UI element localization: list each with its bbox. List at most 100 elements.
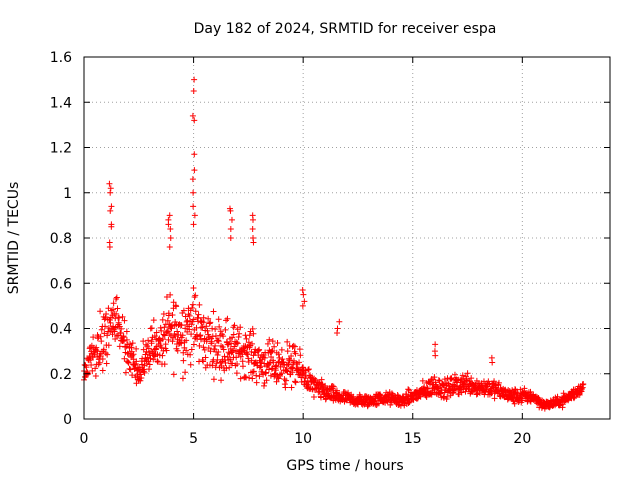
data-point (167, 225, 174, 232)
data-point (424, 385, 431, 392)
data-point (267, 372, 274, 379)
data-point (341, 388, 348, 395)
data-point (215, 338, 222, 345)
data-point (330, 383, 337, 390)
data-point (286, 357, 293, 364)
data-point (405, 400, 412, 407)
data-point (440, 394, 447, 401)
data-point (140, 338, 147, 345)
data-point (138, 375, 145, 382)
data-point (162, 341, 169, 348)
data-point (269, 347, 276, 354)
data-point (113, 310, 120, 317)
data-point (165, 221, 172, 228)
data-point (231, 343, 238, 350)
data-point (148, 325, 155, 332)
data-point (280, 359, 287, 366)
data-point (222, 359, 229, 366)
data-point (274, 339, 281, 346)
data-point (205, 315, 212, 322)
data-point (259, 368, 266, 375)
data-point (468, 375, 475, 382)
data-point (300, 291, 307, 298)
x-tick-label: 0 (80, 431, 89, 447)
data-point (189, 304, 196, 311)
data-point (97, 333, 104, 340)
data-point (188, 346, 195, 353)
x-axis-label: GPS time / hours (286, 458, 403, 474)
data-point (256, 373, 263, 380)
data-point (248, 357, 255, 364)
data-point (290, 342, 297, 349)
data-point (200, 358, 207, 365)
data-point (296, 359, 303, 366)
data-point (297, 352, 304, 359)
data-point (99, 367, 106, 374)
x-tick-label: 10 (294, 431, 312, 447)
tick-labels: 0 0.2 0.4 0.6 0.8 1 1.2 1.4 1.6 0 5 10 15 20 (50, 50, 532, 447)
data-point (189, 112, 196, 119)
data-point (163, 293, 170, 300)
data-point (228, 216, 235, 223)
data-point (110, 300, 117, 307)
data-point (244, 351, 251, 358)
data-point (153, 329, 160, 336)
y-tick-label: 1.2 (50, 141, 72, 157)
data-point (231, 322, 238, 329)
data-point (192, 308, 199, 315)
data-point (182, 369, 189, 376)
data-point (104, 351, 111, 358)
data-point (196, 342, 203, 349)
data-point (215, 316, 222, 323)
data-point (414, 395, 421, 402)
data-point (107, 207, 114, 214)
data-point (90, 334, 97, 341)
data-point (249, 225, 256, 232)
data-point (283, 367, 290, 374)
data-point (157, 324, 164, 331)
data-point (234, 340, 241, 347)
data-point (191, 212, 198, 219)
data-point (261, 354, 268, 361)
data-point (161, 332, 168, 339)
data-point (88, 362, 95, 369)
data-point (151, 332, 158, 339)
data-point (164, 317, 171, 324)
data-point (183, 347, 190, 354)
data-point (269, 338, 276, 345)
data-point (178, 340, 185, 347)
data-point (266, 336, 273, 343)
data-point (243, 335, 250, 342)
data-point (224, 315, 231, 322)
data-point (495, 379, 502, 386)
data-point (92, 372, 99, 379)
data-point (186, 312, 193, 319)
data-point (126, 365, 133, 372)
data-point (273, 362, 280, 369)
data-point (263, 377, 270, 384)
data-point (143, 341, 150, 348)
data-point (189, 301, 196, 308)
data-point (150, 317, 157, 324)
data-point (578, 386, 585, 393)
data-point (199, 357, 206, 364)
data-point (510, 397, 517, 404)
y-tick-label: 1 (63, 186, 72, 202)
data-point (268, 348, 275, 355)
data-point (208, 338, 215, 345)
data-point (260, 352, 267, 359)
data-point (451, 382, 458, 389)
data-point (258, 359, 265, 366)
data-point (145, 358, 152, 365)
data-point (473, 377, 480, 384)
data-point (108, 203, 115, 210)
data-point (253, 379, 260, 386)
data-point (137, 377, 144, 384)
data-point (141, 369, 148, 376)
data-point (106, 180, 113, 187)
data-point (170, 371, 177, 378)
data-point (102, 323, 109, 330)
data-point (292, 379, 299, 386)
data-point (163, 347, 170, 354)
data-point (288, 353, 295, 360)
